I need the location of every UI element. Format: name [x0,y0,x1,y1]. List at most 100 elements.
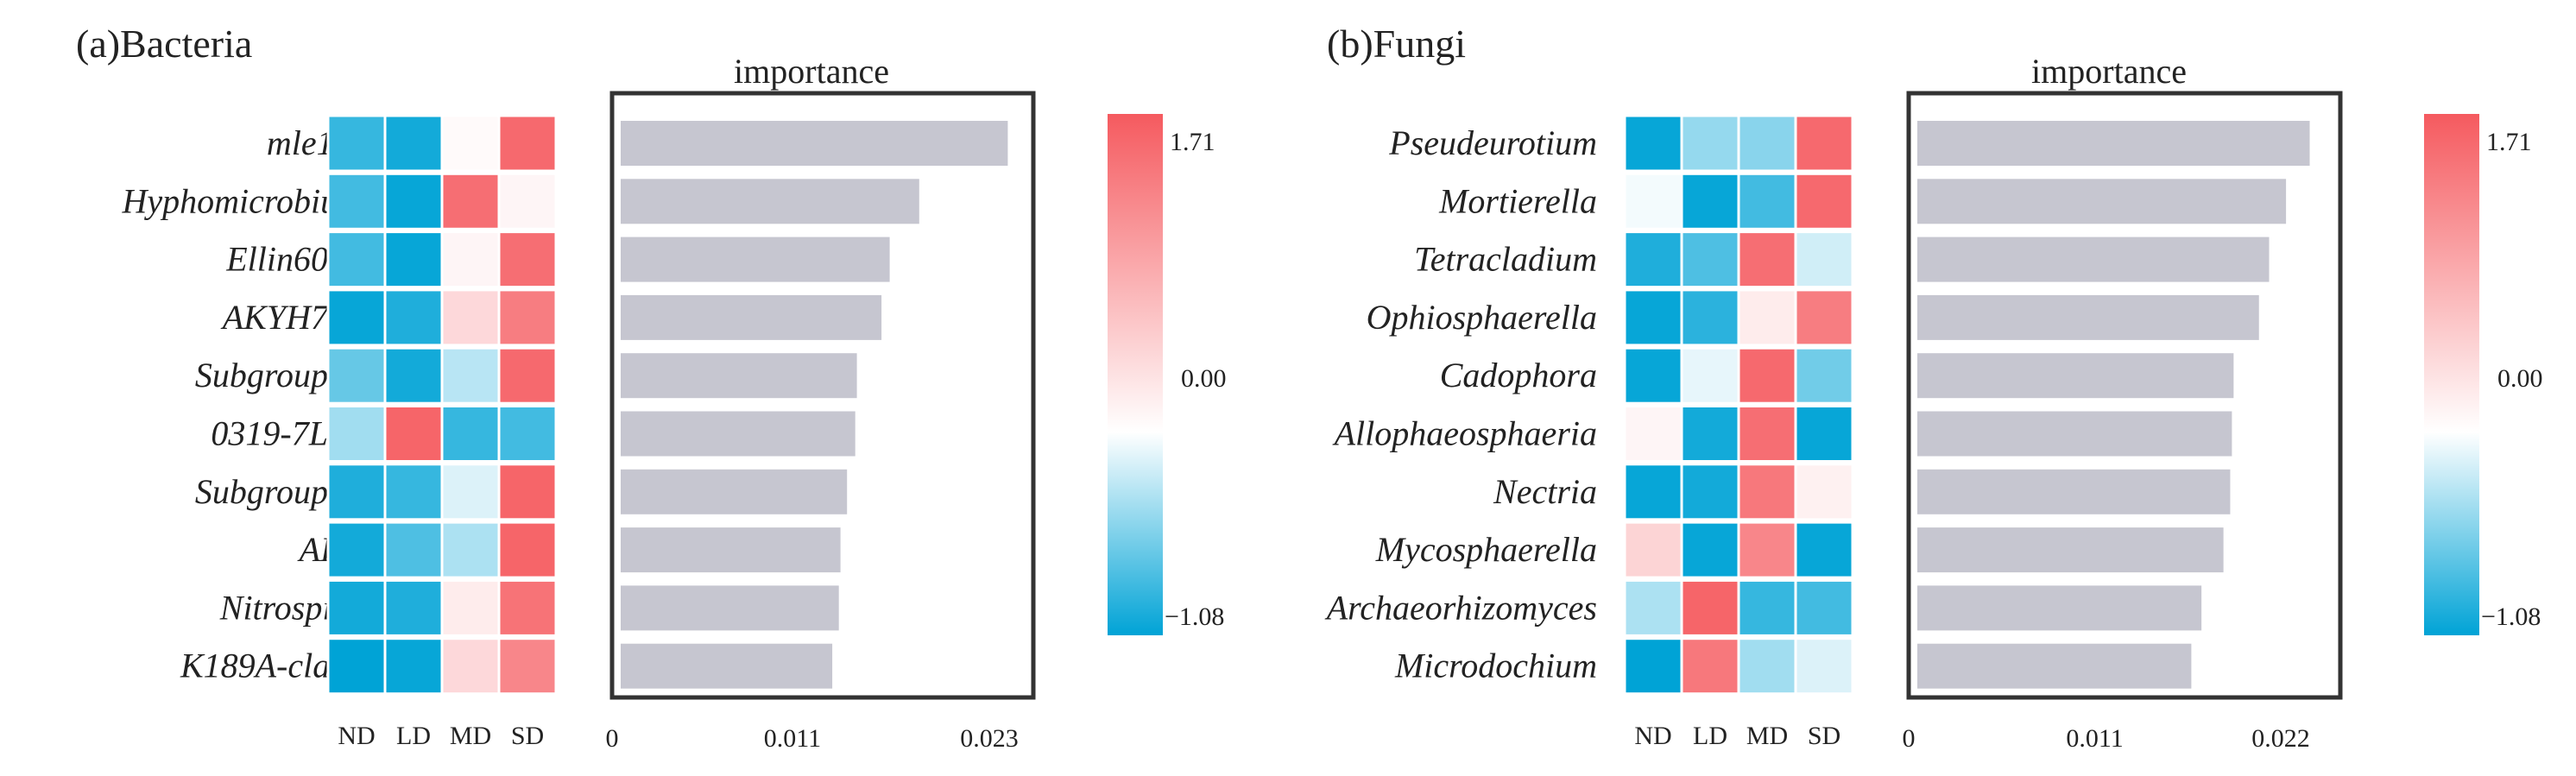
heatmap-cell [1794,172,1854,230]
importance-bar [621,353,857,399]
heatmap [326,114,558,696]
heatmap-cell [1794,637,1854,696]
heatmap-cell [497,288,558,347]
heatmap-cell [383,405,444,463]
importance-bars [1917,121,2310,689]
condition-label: LD [1693,722,1727,750]
heatmap-cell [1737,288,1797,347]
heatmap-cell [497,346,558,405]
heatmap-cell [1794,114,1854,173]
heatmap-cell [1680,637,1740,696]
heatmap-cell [440,520,501,579]
colorbar: 1.71 0.00 −1.08 [2424,114,2543,635]
importance-title: importance [734,52,889,91]
heatmap-cell [440,346,501,405]
colorbar-mid-label: 0.00 [2497,364,2543,393]
heatmap-cell [383,520,444,579]
condition-labels: ND LD MD SD [1634,722,1840,750]
x-tick-label: 0 [1903,724,1916,753]
panel-title: (a)Bacteria [76,22,252,66]
importance-bar [621,411,856,457]
heatmap-cell [1623,637,1683,696]
taxon-label: Ophiosphaerella [1367,298,1597,337]
importance-frame [609,91,1036,700]
heatmap-cell [1737,405,1797,463]
importance-bar [1917,237,2270,282]
taxon-label: Allophaeosphaeria [1332,414,1597,453]
condition-label: SD [1808,722,1840,750]
taxon-label: Nectria [1493,472,1597,511]
heatmap-cell [497,230,558,289]
heatmap-cell [497,520,558,579]
importance-title: importance [2031,52,2187,91]
heatmap-cell [1794,578,1854,637]
colorbar-gradient [2424,114,2479,635]
importance-bar [621,237,890,282]
heatmap-cell [497,637,558,696]
heatmap-cell [497,405,558,463]
condition-label: LD [396,722,431,750]
importance-bar [1917,585,2202,631]
heatmap-cell [1680,578,1740,637]
heatmap-cell [1737,463,1797,521]
heatmap-cell [440,463,501,521]
colorbar: 1.71 0.00 −1.08 [1108,114,1227,635]
importance-frame [1906,91,2343,700]
importance-bar [621,585,839,631]
x-tick-label: 0.011 [764,724,821,753]
heatmap-cell [326,346,387,405]
taxon-label: Archaeorhizomyces [1324,588,1597,627]
importance-bar [621,643,833,689]
heatmap-cell [1794,346,1854,405]
heatmap-cell [383,578,444,637]
panel-fungi: (b)Fungi importance Pseudeurotium Mortier… [1324,22,2543,753]
heatmap-cell [1794,405,1854,463]
heatmap-cell [440,172,501,230]
heatmap-cell [383,230,444,289]
importance-bars [621,121,1008,689]
heatmap-cell [1794,230,1854,289]
heatmap-cell [1623,230,1683,289]
condition-label: ND [1634,722,1671,750]
heatmap-cell [326,463,387,521]
colorbar-mid-label: 0.00 [1181,364,1227,393]
condition-labels: ND LD MD SD [338,722,544,750]
heatmap-cell [440,230,501,289]
heatmap-cell [326,405,387,463]
heatmap-cell [1680,230,1740,289]
heatmap-cell [383,288,444,347]
importance-bar [621,179,919,224]
heatmap-cell [1623,346,1683,405]
colorbar-max-label: 1.71 [1170,128,1215,156]
heatmap-cell [1737,230,1797,289]
heatmap-cell [1794,463,1854,521]
heatmap-cell [1680,405,1740,463]
importance-bar [1917,469,2231,514]
heatmap-cell [1737,114,1797,173]
heatmap-cell [383,114,444,173]
taxon-label: Mortierella [1438,181,1597,220]
heatmap-cell [497,578,558,637]
heatmap-cell [383,463,444,521]
x-tick-labels: 0 0.011 0.022 [1903,724,2310,753]
heatmap-cell [440,637,501,696]
importance-bar [1917,527,2224,573]
heatmap-cell [1623,463,1683,521]
heatmap-cell [1794,288,1854,347]
heatmap-cell [1680,463,1740,521]
colorbar-min-label: −1.08 [1165,603,1224,631]
heatmap-cell [326,288,387,347]
x-tick-label: 0.022 [2251,724,2310,753]
x-tick-labels: 0 0.011 0.023 [606,724,1019,753]
colorbar-max-label: 1.71 [2486,128,2532,156]
heatmap-cell [1623,114,1683,173]
heatmap-cell [326,578,387,637]
heatmap-cell [1737,172,1797,230]
heatmap-cell [440,114,501,173]
heatmap-cell [1737,578,1797,637]
importance-bar [1917,411,2232,457]
heatmap-cell [1680,288,1740,347]
heatmap-cell [440,405,501,463]
heatmap-cell [1623,172,1683,230]
